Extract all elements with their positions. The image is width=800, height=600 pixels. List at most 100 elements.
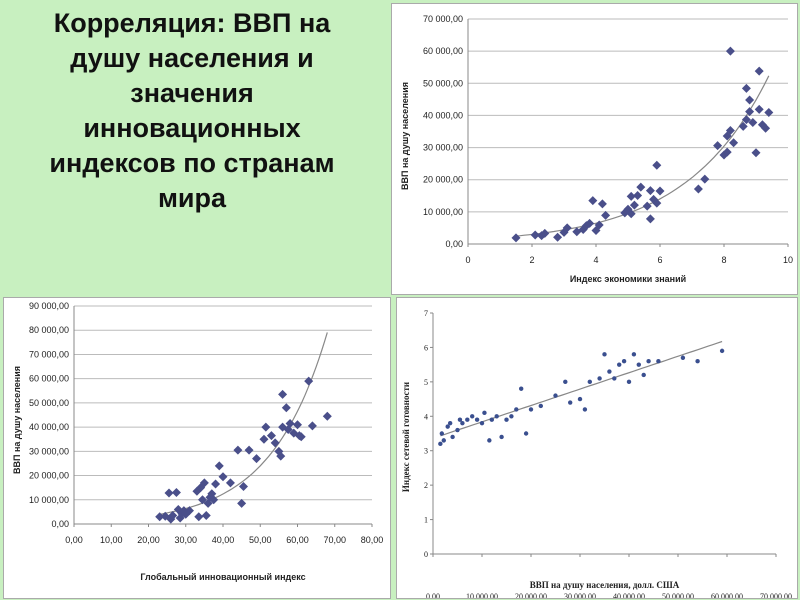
trendline [159, 332, 328, 515]
data-point [494, 414, 499, 419]
data-point [199, 478, 209, 488]
data-point [179, 506, 189, 516]
data-point [629, 200, 639, 210]
chart3-svg: 0 1 2 3 4 5 6 7 0,00 10 000,00 20 000,00 30 000,00 4… [401, 309, 792, 598]
x-tick-label: 8 [721, 255, 726, 265]
data-point [460, 420, 465, 426]
y-tick-label: 60 000,00 [29, 374, 69, 384]
data-point [588, 196, 598, 206]
y-axis-label: ВВП на душу населения [400, 82, 410, 190]
data-point [209, 495, 219, 505]
data-point [680, 355, 686, 360]
data-point [695, 359, 700, 364]
title-line: Корреляция: ВВП на [53, 8, 331, 38]
data-point [631, 352, 637, 357]
data-point [587, 379, 592, 385]
y-tick-label: 1 [424, 516, 428, 525]
data-point [184, 506, 194, 516]
data-point [633, 190, 643, 200]
x-tick-label: 70,00 [323, 535, 346, 545]
x-axis-label: Глобальный инновационный индекс [140, 572, 305, 582]
data-point [761, 123, 771, 133]
data-point [447, 420, 453, 426]
data-point [626, 209, 636, 219]
data-point [173, 504, 183, 514]
y-tick-label: 70 000,00 [29, 349, 69, 359]
data-point [509, 414, 514, 419]
data-point [283, 425, 293, 435]
data-point [745, 95, 755, 105]
data-point [626, 191, 636, 201]
x-tick-label: 4 [593, 255, 598, 265]
x-tick-label: 30,00 [174, 535, 197, 545]
data-point [168, 511, 178, 521]
data-point [238, 481, 248, 491]
x-tick-label: 0,00 [426, 592, 440, 598]
data-point [601, 210, 611, 220]
data-point [307, 421, 317, 431]
data-point [641, 372, 646, 378]
data-point [457, 417, 463, 422]
data-point [729, 138, 739, 148]
data-point [754, 104, 764, 114]
chart2-svg: 0,00 10 000,00 20 000,00 30 000,00 40 000,00… [12, 301, 383, 582]
data-point [479, 420, 485, 426]
data-point [754, 66, 764, 76]
data-point [281, 403, 291, 413]
data-point [553, 232, 563, 242]
y-tick-label: 3 [424, 447, 428, 456]
x-axis-label: ВВП на душу населения, долл. США [530, 580, 680, 590]
data-point [487, 438, 492, 443]
chart-knowledge-economy: 0,00 10 000,00 20 000,00 30 000,00 40 000,00… [391, 3, 798, 295]
data-point [597, 376, 602, 381]
y-tick-label: 40 000,00 [29, 422, 69, 432]
x-tick-label: 10,00 [100, 535, 123, 545]
data-point [528, 407, 534, 412]
data-point [578, 225, 588, 235]
data-point [656, 359, 661, 364]
data-point [166, 514, 176, 524]
data-point [602, 352, 607, 357]
data-point [164, 488, 174, 498]
data-point [626, 379, 632, 385]
data-point [519, 386, 524, 391]
x-axis-label: Индекс экономики знаний [570, 274, 686, 284]
data-point [700, 174, 710, 184]
data-point [489, 417, 494, 422]
y-tick-label: 80 000,00 [29, 325, 69, 335]
y-axis-label: Индекс сетевой готовности [401, 382, 411, 492]
data-point [568, 400, 573, 405]
chart1-svg: 0,00 10 000,00 20 000,00 30 000,00 40 000,00… [400, 14, 793, 284]
data-point [445, 424, 450, 429]
chart-network-readiness: 0 1 2 3 4 5 6 7 0,00 10 000,00 20 000,00 30 000,00 4… [396, 297, 798, 599]
data-point [621, 359, 627, 364]
data-point [278, 389, 288, 399]
data-point [511, 233, 521, 243]
x-tick-label: 20 000,00 [515, 592, 547, 598]
data-point [597, 199, 607, 209]
data-point [270, 438, 280, 448]
y-tick-label: 70 000,00 [423, 14, 463, 24]
data-point [160, 511, 170, 521]
data-point [455, 427, 460, 433]
data-point [693, 184, 703, 194]
y-tick-label: 7 [424, 309, 428, 318]
x-tick-label: 0 [465, 255, 470, 265]
x-tick-label: 10 000,00 [466, 592, 498, 598]
x-tick-label: 30 000,00 [564, 592, 596, 598]
title-line: инновационных [83, 113, 301, 143]
x-tick-label: 40,00 [212, 535, 235, 545]
data-point [155, 512, 165, 522]
data-point [237, 498, 247, 508]
data-point [582, 407, 588, 412]
x-tick-label: 0,00 [65, 535, 83, 545]
data-point [581, 221, 591, 231]
data-point [594, 220, 604, 230]
data-point [514, 407, 519, 412]
data-point [244, 445, 254, 455]
title-line: душу населения и [70, 43, 314, 73]
data-point [266, 431, 276, 441]
data-point [719, 348, 725, 354]
y-tick-label: 6 [424, 343, 428, 352]
data-point [441, 438, 446, 443]
